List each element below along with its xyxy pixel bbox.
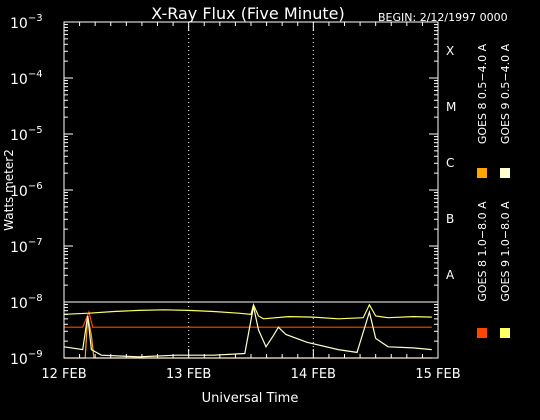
y-tick-label: 10−4: [10, 69, 43, 88]
x-tick-label: 15 FEB: [415, 367, 460, 382]
y-tick-label: 10−7: [10, 237, 43, 256]
x-tick-label: 14 FEB: [291, 367, 336, 382]
series-line: [64, 310, 432, 328]
legend-swatch: [500, 168, 510, 178]
y-tick-label: 10−5: [10, 125, 43, 144]
y-tick-label: 10−8: [10, 293, 43, 312]
chart-title: X-Ray Flux (Five Minute): [151, 4, 344, 23]
grid-lines: [64, 22, 438, 358]
y-tick-label: 10−3: [10, 13, 43, 32]
x-tick-label: 12 FEB: [41, 367, 86, 382]
flare-class-label: X: [446, 44, 454, 58]
x-axis-label: Universal Time: [202, 391, 299, 406]
y-tick-label: 10−9: [10, 349, 43, 368]
begin-label: BEGIN: 2/12/1997 0000: [378, 11, 508, 24]
legend-label: GOES 9 0.5−4.0 A: [499, 43, 512, 144]
flare-class-label: A: [446, 268, 455, 282]
flare-class-label: C: [446, 156, 454, 170]
x-tick-label: 13 FEB: [166, 367, 211, 382]
axis-ticks: 10−9 10−8 10−7 10−6 10−5 10−4 10−3 12 FEB 13 FEB…: [10, 13, 461, 382]
legend-label: GOES 9 1.0−8.0 A: [499, 201, 512, 302]
flare-class-label: B: [446, 212, 454, 226]
legend-label: GOES 8 1.0−8.0 A: [476, 201, 489, 302]
series-line: [63, 306, 432, 358]
y-axis-label: Watts meter2: [2, 149, 16, 231]
flare-class-label: M: [446, 100, 456, 114]
legend: GOES 8 1.0−8.0 A GOES 8 0.5−4.0 A GOES 9 1…: [476, 43, 512, 338]
y-tick-label: 10−6: [10, 181, 43, 200]
series-line: [63, 302, 432, 320]
legend-swatch: [477, 328, 487, 338]
legend-swatch: [500, 328, 510, 338]
legend-swatch: [477, 168, 487, 178]
legend-label: GOES 8 0.5−4.0 A: [476, 43, 489, 144]
